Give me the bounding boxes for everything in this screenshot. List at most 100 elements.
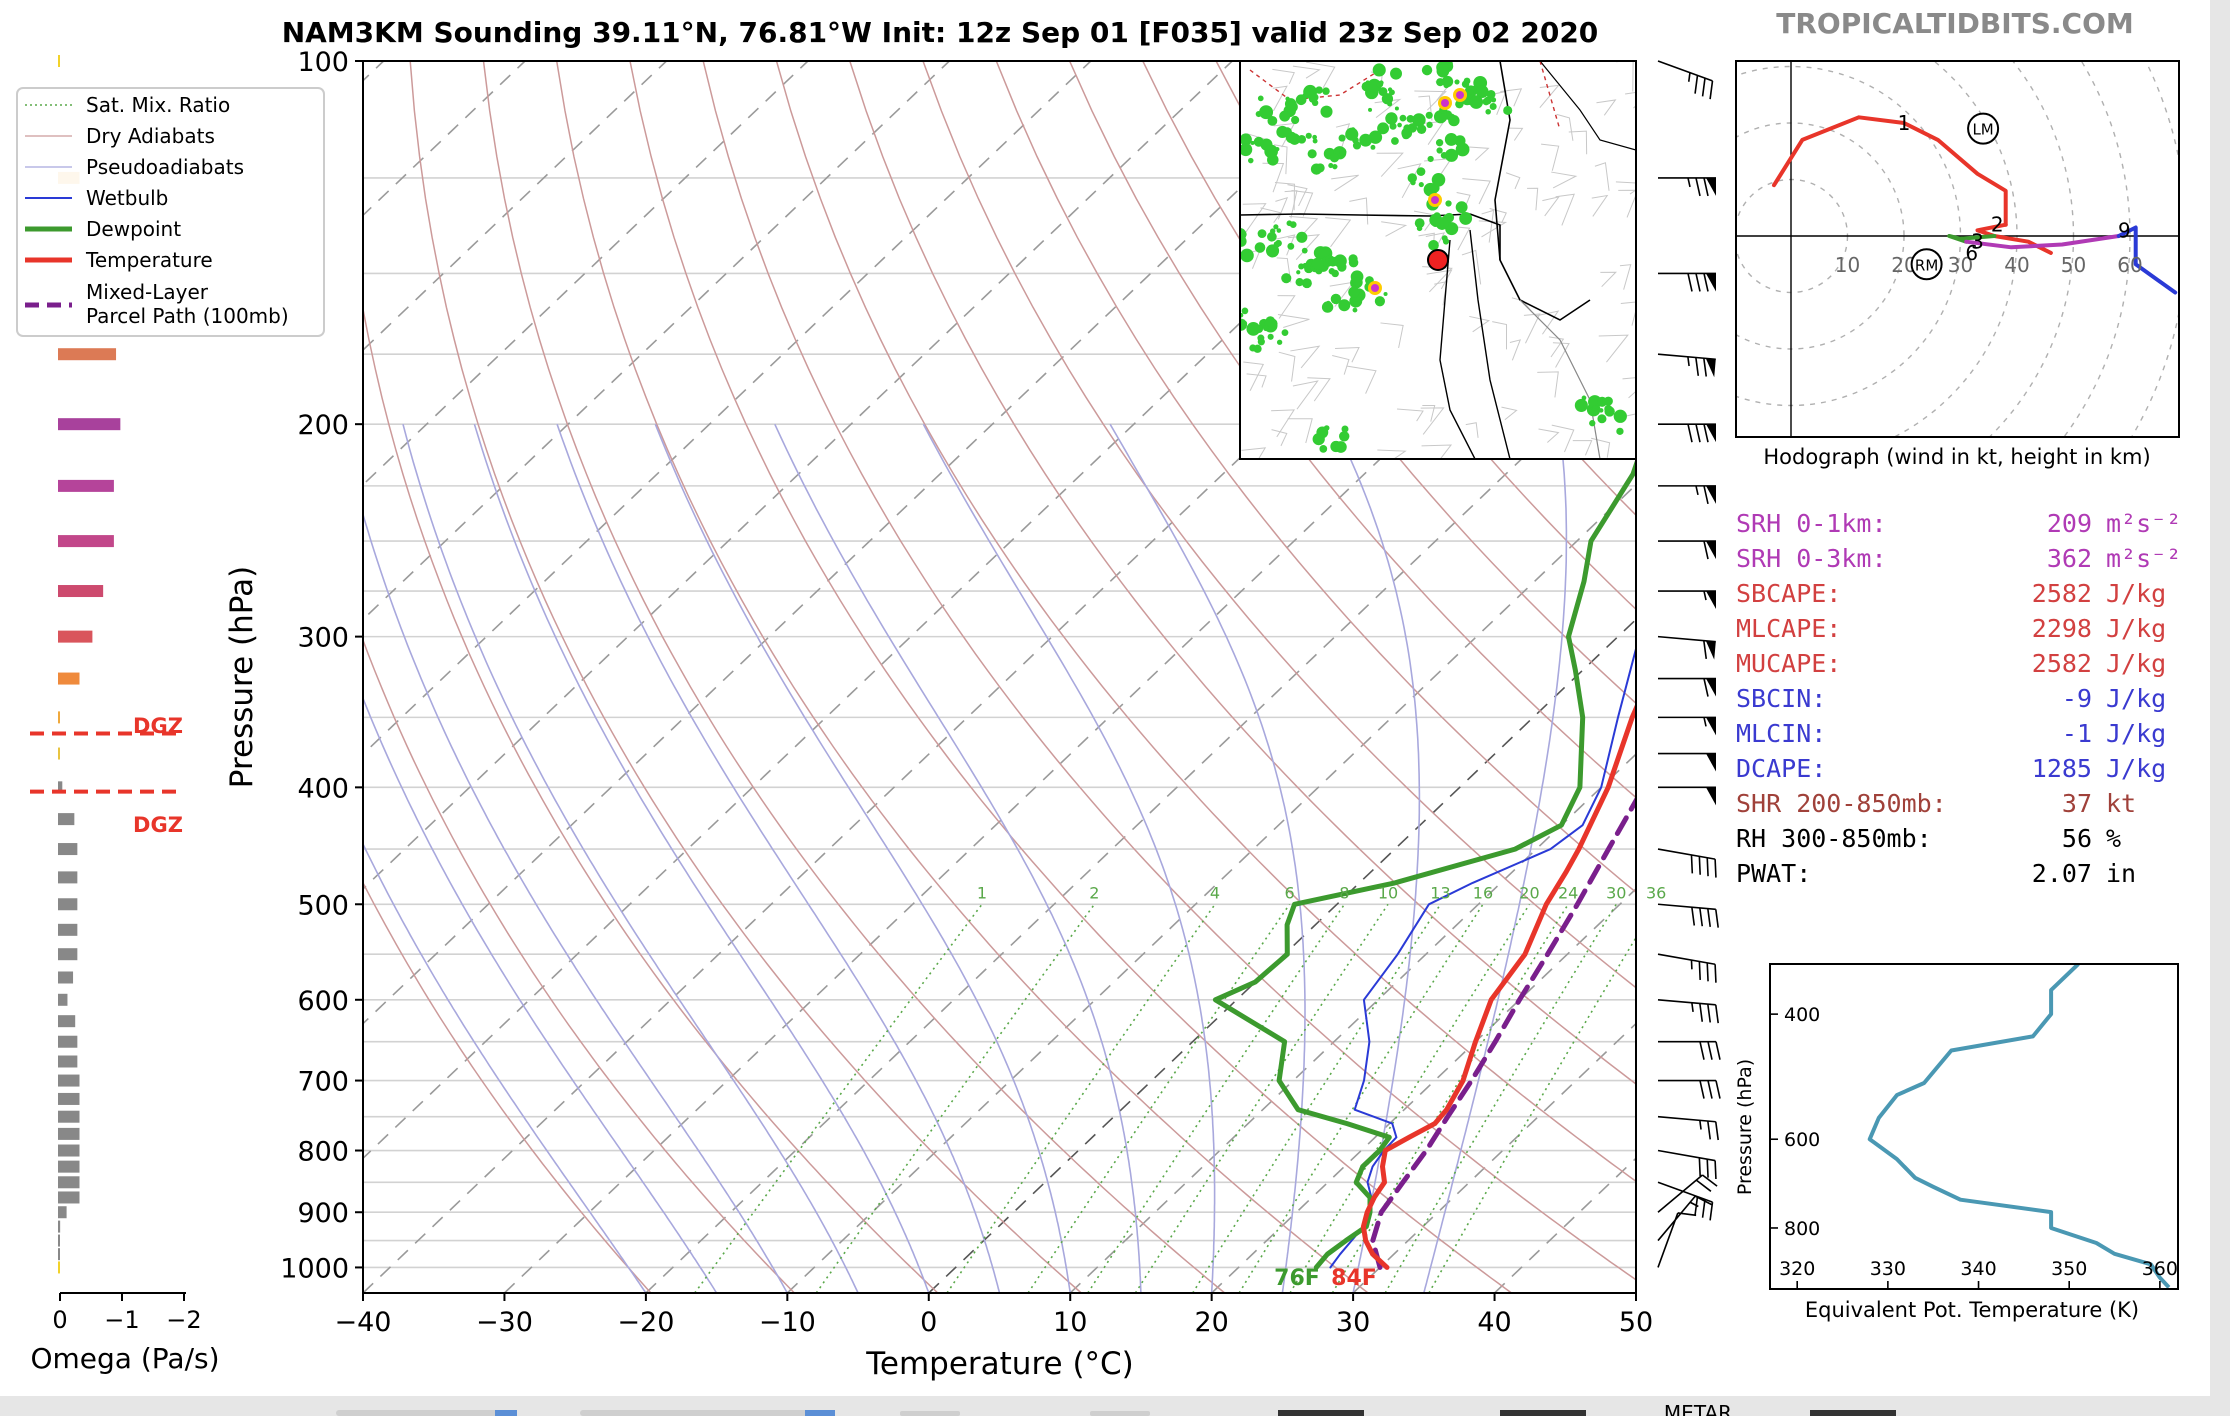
- county-border: [1523, 313, 1541, 344]
- omega-bar: [58, 585, 104, 598]
- county-border: [1539, 84, 1560, 108]
- right-gutter: [2210, 0, 2230, 1416]
- county-border: [1422, 405, 1436, 422]
- radar-echo: [1339, 431, 1350, 442]
- radar-echo: [1503, 105, 1513, 116]
- dry-adiabat: [995, 61, 1636, 894]
- y-tick-label: 500: [297, 890, 349, 921]
- y-tick-label: 400: [297, 773, 349, 804]
- radar-echo: [1301, 278, 1312, 289]
- isotherm: [786, 483, 1636, 1293]
- county-border: [1243, 361, 1265, 391]
- county-border: [1381, 221, 1408, 237]
- theta-x-tick-label: 320: [1779, 1258, 1815, 1280]
- mixing-ratio-line: [1428, 936, 1636, 1293]
- omega-bar: [58, 479, 114, 492]
- county-border: [1307, 377, 1331, 402]
- hodograph-ring-label: 60: [2117, 253, 2142, 277]
- hodograph-segment: [1964, 234, 2121, 250]
- index-unit: J/kg: [2106, 614, 2166, 643]
- mixing-ratio-line: [1384, 903, 1617, 1293]
- radar-echo: [1338, 299, 1351, 312]
- tab-slot-7[interactable]: [1810, 1410, 1896, 1416]
- tab-slot-1[interactable]: [336, 1410, 516, 1416]
- surface-temperature-label: 84F: [1331, 1266, 1377, 1291]
- index-value: 2582: [2032, 649, 2092, 678]
- legend-label: Pseudoadiabats: [86, 155, 244, 179]
- tab-slot-4[interactable]: [1090, 1411, 1150, 1416]
- omega-bar: [58, 1092, 80, 1105]
- county-border: [1277, 295, 1296, 319]
- county-border: [1623, 413, 1636, 418]
- radar-echo: [1431, 173, 1446, 187]
- mixing-ratio-label: 1: [977, 883, 987, 902]
- tab-slot-3[interactable]: [900, 1411, 960, 1416]
- county-border: [1287, 184, 1308, 207]
- radar-echo: [1284, 98, 1297, 110]
- y-tick-label: 1000: [280, 1253, 349, 1284]
- omega-bar: [58, 1248, 60, 1261]
- index-value: 2298: [2032, 614, 2092, 643]
- tab-slot-5[interactable]: [1278, 1410, 1364, 1416]
- county-border: [1414, 90, 1447, 111]
- radar-echo: [1289, 221, 1297, 228]
- omega-bar: [58, 1220, 61, 1233]
- radar-echo: [1275, 239, 1282, 247]
- radar-echo: [1433, 212, 1441, 220]
- moist-adiabat: [922, 423, 1216, 1293]
- county-border: [1625, 91, 1636, 109]
- index-label: SBCAPE:: [1736, 579, 1841, 608]
- radar-echo: [1320, 105, 1333, 118]
- index-value: -1: [2062, 719, 2092, 748]
- radar-echo: [1436, 147, 1443, 154]
- storm-motion-marker: [1967, 112, 2000, 145]
- isotherm: [363, 61, 950, 621]
- hodograph-ring-label: 10: [1835, 253, 1860, 277]
- coastline: [1519, 299, 1601, 459]
- index-label: SRH 0-3km:: [1736, 544, 1887, 573]
- tab-slot-2[interactable]: [580, 1410, 835, 1416]
- moist-adiabat: [363, 696, 718, 1293]
- metar-tab[interactable]: METAR: [1664, 1401, 1732, 1416]
- radar-echo: [1332, 163, 1338, 170]
- storm-motion-label: RM: [1915, 256, 1938, 274]
- wind-barb: [1658, 540, 1716, 560]
- county-border: [1346, 365, 1377, 394]
- radar-echo: [1407, 173, 1417, 183]
- radar-echo: [1383, 291, 1388, 296]
- hodograph-segment: [2116, 225, 2178, 295]
- radar-echo: [1418, 181, 1424, 188]
- county-border: [1556, 113, 1574, 141]
- county-border: [1277, 313, 1310, 329]
- legend-label: Mixed-Layer: [86, 280, 209, 304]
- figure-title: NAM3KM Sounding 39.11°N, 76.81°W Init: 1…: [282, 16, 1599, 49]
- hodograph-plot-area: [1736, 61, 2179, 437]
- skewt-frame: [362, 60, 1637, 1294]
- legend-label-line2: Parcel Path (100mb): [86, 304, 289, 328]
- mixing-ratio-line: [1192, 903, 1442, 1293]
- theta-x-tick-label: 350: [2051, 1258, 2087, 1280]
- tab-slot-6[interactable]: [1500, 1410, 1586, 1416]
- x-tick-label: −20: [617, 1307, 674, 1338]
- county-border: [1292, 380, 1319, 410]
- radar-echo: [1246, 321, 1261, 336]
- omega-bar: [58, 871, 78, 884]
- index-unit: kt: [2106, 789, 2136, 818]
- omega-bar: [58, 1191, 80, 1204]
- radar-echo: [1257, 229, 1267, 239]
- radar-echo: [1322, 87, 1330, 95]
- index-row: MLCIN: -1 J/kg: [1736, 719, 2166, 748]
- radar-echo: [1486, 89, 1496, 99]
- radar-echo: [1445, 222, 1459, 236]
- theta-e-line: [1867, 964, 2171, 1289]
- hodograph-height-label: 9: [2118, 218, 2131, 242]
- storm-motion-label: LM: [1972, 121, 1993, 139]
- radar-echo: [1592, 405, 1599, 411]
- radar-echo: [1305, 132, 1312, 139]
- index-unit: m²s⁻²: [2106, 544, 2181, 573]
- index-label: MLCIN:: [1736, 719, 1826, 748]
- omega-bar: [58, 348, 117, 361]
- county-border: [1501, 406, 1518, 421]
